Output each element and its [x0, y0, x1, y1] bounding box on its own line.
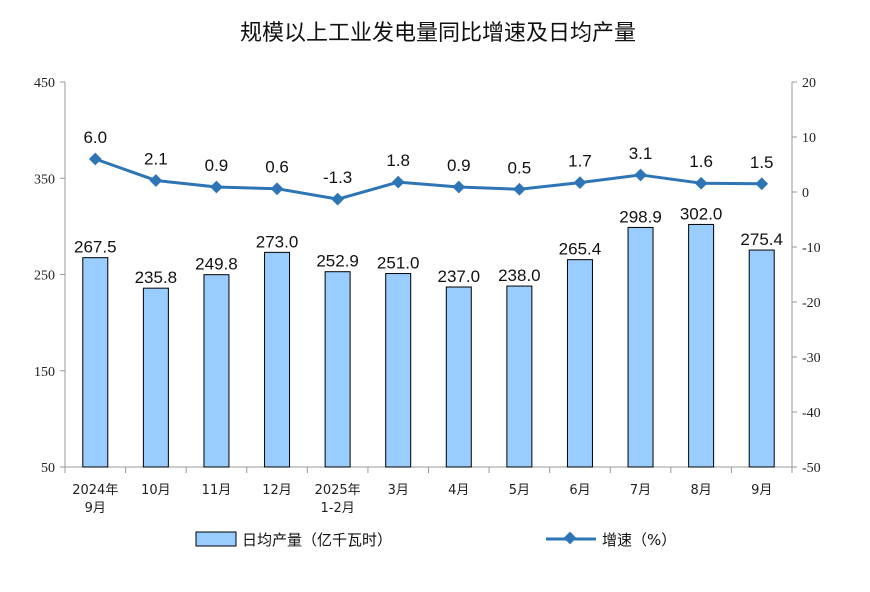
growth-line [94, 157, 762, 201]
bar-value-label: 273.0 [256, 232, 299, 251]
x-axis-tick-label: 9月 [751, 483, 772, 498]
bar [506, 285, 533, 468]
bar [627, 226, 654, 468]
line-value-label: 0.6 [265, 158, 289, 177]
bar [688, 223, 715, 468]
legend-bar-swatch [195, 531, 237, 547]
line-value-label: 1.6 [689, 152, 713, 171]
bar-value-label: 251.0 [377, 254, 420, 273]
bar [445, 286, 472, 468]
line-value-label: 2.1 [144, 149, 168, 168]
legend-line-marker [563, 531, 577, 545]
bar [324, 271, 351, 468]
bar-value-label: 249.8 [195, 255, 238, 274]
bar-value-label: 298.9 [619, 207, 662, 226]
bar [385, 273, 412, 468]
bar [566, 259, 593, 468]
bar-value-label: 252.9 [316, 252, 359, 271]
line-value-label: 0.5 [508, 158, 532, 177]
bar [82, 257, 109, 468]
x-axis-tick-label: 6月 [569, 483, 590, 498]
right-axis-tick-label: 20 [802, 76, 816, 91]
line-point [149, 174, 163, 187]
x-axis-tick-label: 7月 [630, 483, 651, 498]
legend: 日均产量（亿千瓦时） 增速（%） [195, 531, 676, 549]
line-point [573, 176, 587, 190]
x-axis-tick-label: 11月 [202, 483, 232, 498]
x-axis-tick-label: 10月 [141, 483, 171, 498]
bar-value-label: 302.0 [680, 204, 723, 223]
line-value-label: 1.7 [568, 152, 592, 171]
line-value-label: 1.5 [750, 153, 774, 172]
line-point [331, 192, 344, 206]
right-axis-tick-label: -30 [802, 351, 821, 366]
bar-value-label: 235.8 [135, 268, 178, 287]
line-value-label: 1.8 [386, 151, 410, 170]
line-value-label: 0.9 [205, 156, 229, 175]
line-point [270, 182, 284, 196]
bar [748, 249, 775, 468]
line-point [694, 176, 708, 190]
line-point [755, 177, 769, 191]
x-axis-tick-label: 2024年 [72, 483, 118, 498]
line-point [88, 152, 102, 166]
x-axis-tick-label: 2025年 [315, 483, 361, 498]
line-point [634, 168, 647, 182]
line-point [391, 175, 405, 189]
x-axis-tick-label: 4月 [448, 483, 469, 498]
line-value-label: -1.3 [323, 168, 352, 187]
bar-value-label: 267.5 [74, 238, 117, 257]
x-axis-tick-label: 9月 [85, 501, 106, 516]
bar [203, 274, 230, 468]
right-axis-tick-label: -10 [802, 241, 821, 256]
x-axis-tick-label: 3月 [388, 483, 409, 498]
left-axis-tick-label: 450 [34, 76, 55, 91]
x-axis-tick-label: 8月 [690, 483, 711, 498]
x-axis-tick-label: 12月 [262, 483, 292, 498]
bar-value-label: 275.4 [740, 230, 783, 249]
legend-bar-label: 日均产量（亿千瓦时） [242, 531, 392, 549]
x-axis-tick-label: 1-2月 [321, 501, 355, 516]
x-axis-tick-label: 5月 [509, 483, 530, 498]
left-axis-tick-label: 50 [41, 461, 55, 476]
chart-title: 规模以上工业发电量同比增速及日均产量 [240, 21, 636, 46]
left-axis-tick-label: 350 [34, 172, 55, 187]
line-point [452, 180, 466, 194]
line-value-label: 6.0 [83, 128, 107, 147]
line-point [210, 180, 223, 194]
right-axis-tick-label: -20 [802, 296, 821, 311]
bar-value-label: 238.0 [498, 266, 541, 285]
line-point [513, 182, 526, 196]
left-axis-tick-label: 150 [34, 365, 55, 380]
bar-value-label: 265.4 [559, 240, 602, 259]
legend-line-label: 增速（%） [602, 531, 676, 549]
left-axis-tick-label: 250 [34, 269, 55, 284]
line-value-label: 0.9 [447, 156, 471, 175]
right-axis-tick-label: -50 [802, 461, 821, 476]
right-axis-tick-label: 10 [802, 131, 816, 146]
right-axis-tick-label: 0 [802, 186, 809, 201]
bar-value-label: 237.0 [438, 267, 481, 286]
plot-area: 50 150 250 350 450 -50 -40 -30 -20 -10 0 10 20 267.5 2… [34, 76, 821, 516]
right-axis-tick-label: -40 [802, 406, 821, 421]
bar [142, 287, 169, 468]
line-value-label: 3.1 [629, 144, 653, 163]
bar [264, 251, 291, 468]
